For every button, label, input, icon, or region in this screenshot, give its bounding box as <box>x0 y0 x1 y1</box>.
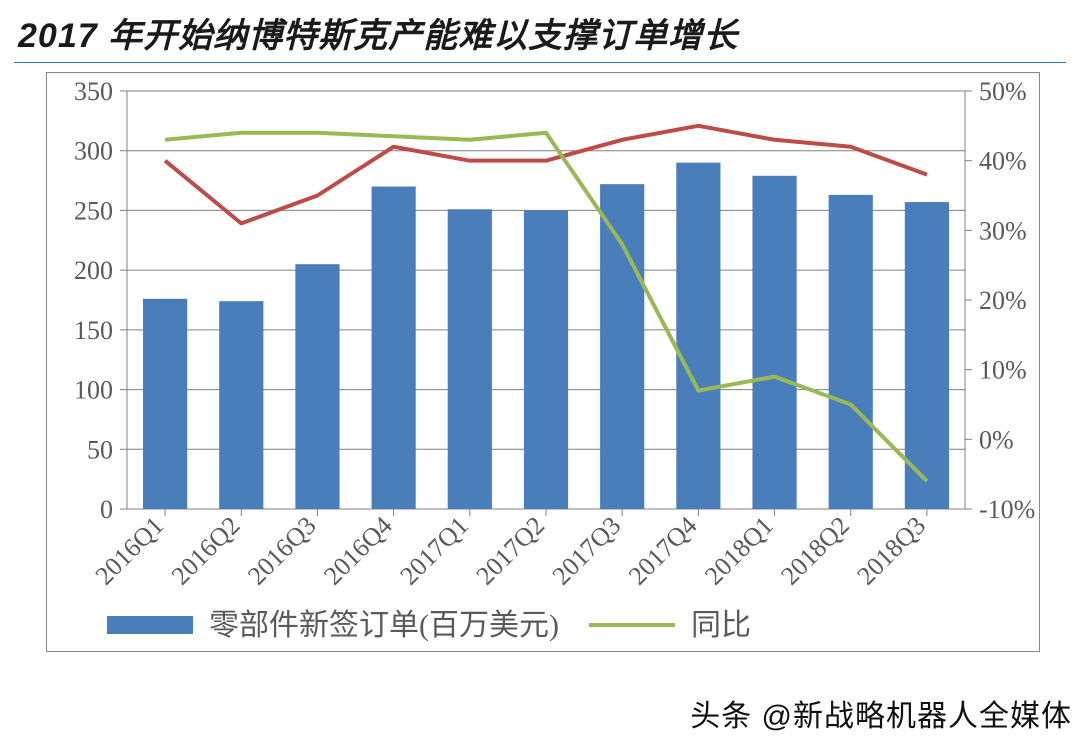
x-label: 2017Q3 <box>547 511 627 591</box>
y-right-label: 0% <box>979 425 1014 454</box>
bar <box>143 299 187 509</box>
legend-line-label: 同比 <box>691 609 751 642</box>
bar <box>448 209 492 509</box>
bar <box>372 187 416 509</box>
bar <box>676 163 720 509</box>
y-right-label: 30% <box>979 216 1027 245</box>
y-right-label: 50% <box>979 77 1027 106</box>
watermark-text: 头条 @新战略机器人全媒体 <box>690 691 1072 735</box>
y-right-label: 40% <box>979 147 1027 176</box>
x-label: 2018Q2 <box>775 511 855 591</box>
bar <box>752 176 796 509</box>
x-label: 2017Q2 <box>470 511 550 591</box>
y-right-label: -10% <box>979 495 1035 524</box>
x-label: 2016Q4 <box>318 511 398 591</box>
x-label: 2017Q4 <box>623 511 703 591</box>
y-left-label: 150 <box>74 316 113 345</box>
bar <box>829 195 873 509</box>
legend-bar-label: 零部件新签订单(百万美元) <box>209 609 559 642</box>
bar <box>219 301 263 509</box>
y-left-label: 200 <box>74 256 113 285</box>
y-left-label: 50 <box>87 435 113 464</box>
y-right-label: 20% <box>979 286 1027 315</box>
bar <box>600 184 644 509</box>
page-title: 2017 年开始纳博特斯克产能难以支撑订单增长 <box>18 17 738 55</box>
y-left-label: 300 <box>74 137 113 166</box>
y-left-label: 0 <box>100 495 113 524</box>
y-left-label: 250 <box>74 196 113 225</box>
x-label: 2018Q3 <box>851 511 931 591</box>
bar <box>524 210 568 509</box>
y-right-label: 10% <box>979 356 1027 385</box>
line-red <box>165 126 927 224</box>
x-label: 2017Q1 <box>394 511 474 591</box>
x-label: 2016Q2 <box>166 511 246 591</box>
x-label: 2018Q1 <box>699 511 779 591</box>
title-bar: 2017 年开始纳博特斯克产能难以支撑订单增长 <box>0 0 1080 61</box>
title-underline <box>14 62 1066 63</box>
x-label: 2016Q3 <box>242 511 322 591</box>
y-left-label: 100 <box>74 376 113 405</box>
bar <box>295 264 339 509</box>
legend-bar-swatch <box>107 616 193 634</box>
chart-frame: 0 50 100 150 200 250 300 350 -10% 0% 10% 20% 30% 40% 5… <box>46 72 1040 652</box>
chart-svg: 0 50 100 150 200 250 300 350 -10% 0% 10% 20% 30% 40% 5… <box>47 73 1039 651</box>
y-left-label: 350 <box>74 77 113 106</box>
